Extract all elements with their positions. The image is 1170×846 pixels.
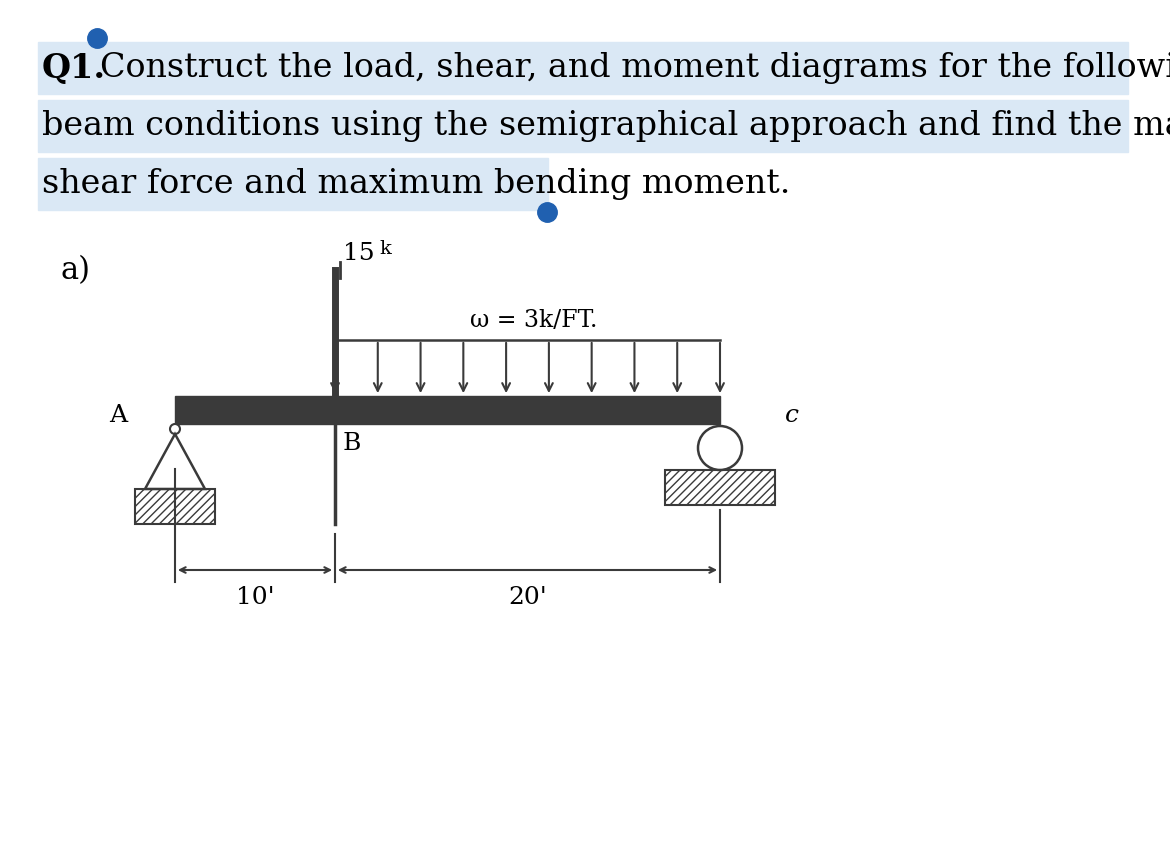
Bar [37, 100, 1128, 152]
Text: 15: 15 [343, 242, 374, 265]
Text: 20': 20' [508, 586, 546, 609]
Text: 10': 10' [235, 586, 274, 609]
Circle shape [170, 424, 180, 434]
Text: Construct the load, shear, and moment diagrams for the following: Construct the load, shear, and moment di… [99, 52, 1170, 84]
Text: A: A [109, 404, 128, 426]
Bar [37, 158, 548, 210]
Text: shear force and maximum bending moment.: shear force and maximum bending moment. [42, 168, 791, 200]
Text: ω = 3k/FT.: ω = 3k/FT. [469, 309, 597, 332]
Text: a): a) [60, 255, 90, 286]
Bar [37, 42, 1128, 94]
Bar [135, 489, 215, 524]
Text: beam conditions using the semigraphical approach and find the maximum: beam conditions using the semigraphical … [42, 110, 1170, 142]
Text: c: c [785, 404, 799, 426]
Polygon shape [323, 396, 347, 416]
Text: B: B [343, 432, 362, 455]
Text: k: k [379, 240, 391, 258]
Bar [176, 396, 720, 424]
Bar [665, 470, 775, 505]
Text: Q1.: Q1. [42, 52, 106, 85]
